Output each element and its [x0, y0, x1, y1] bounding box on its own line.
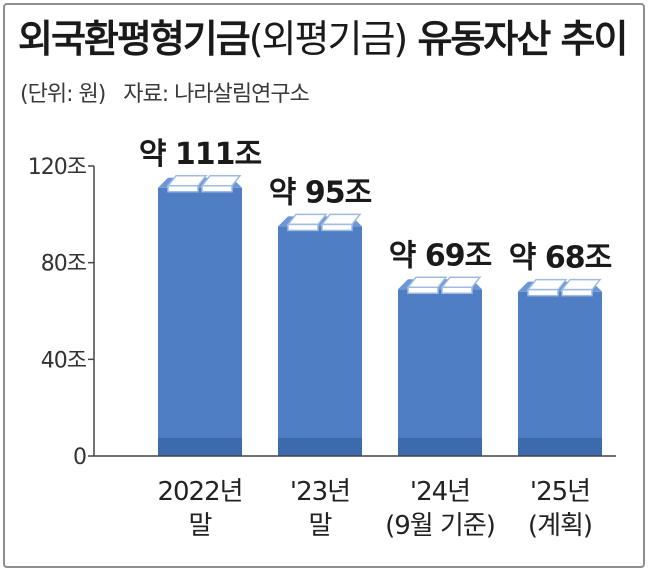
bar-base-band	[278, 438, 362, 456]
bar	[518, 291, 602, 456]
x-tick-label: '25년 (계획)	[528, 477, 592, 541]
y-tick-label: 40조	[41, 348, 87, 373]
x-tick-label: 2022년 말	[157, 477, 242, 541]
value-label: 약 95조	[269, 175, 372, 210]
bar	[398, 289, 482, 456]
chart-frame	[3, 3, 645, 568]
x-tick-label: '23년 말	[290, 477, 350, 541]
y-tick-label: 120조	[28, 155, 87, 180]
chart-subtitle: (단위: 원) 자료: 나라살림연구소	[20, 82, 310, 107]
title-rest: 유동자산 추이	[417, 17, 628, 61]
bar	[278, 226, 362, 456]
unit-label: (단위: 원)	[20, 82, 106, 107]
bar-group: 약 68조	[509, 241, 613, 456]
bar-group: 약 95조	[269, 175, 373, 456]
money-bundle-icon	[166, 175, 242, 193]
value-label: 약 69조	[389, 238, 492, 273]
bar-base-band	[518, 438, 602, 456]
value-label: 약 111조	[139, 137, 262, 172]
money-bundle-icon	[526, 278, 602, 297]
y-axis: 0 40조 80조 120조	[28, 155, 95, 470]
source-label: 자료: 나라살림연구소	[123, 82, 310, 107]
x-axis-labels: 2022년 말 '23년 말 '24년 (9월 기준) '25년 (계획)	[157, 477, 593, 541]
chart-title: 외국환평형기금(외평기금) 유동자산 추이	[18, 17, 628, 61]
y-tick-label: 80조	[41, 252, 87, 277]
bar	[158, 187, 242, 456]
bar-base-band	[158, 438, 242, 456]
title-paren: (외평기금)	[248, 17, 408, 61]
bar-group: 약 69조	[389, 238, 493, 456]
y-tick-label: 0	[73, 445, 86, 470]
money-bundle-icon	[406, 276, 482, 294]
x-tick-label: '24년 (9월 기준)	[385, 477, 495, 541]
money-bundle-icon	[286, 213, 362, 232]
bar-group: 약 111조	[139, 137, 263, 456]
title-main: 외국환평형기금	[18, 17, 251, 61]
bar-base-band	[398, 438, 482, 456]
value-label: 약 68조	[509, 241, 612, 276]
